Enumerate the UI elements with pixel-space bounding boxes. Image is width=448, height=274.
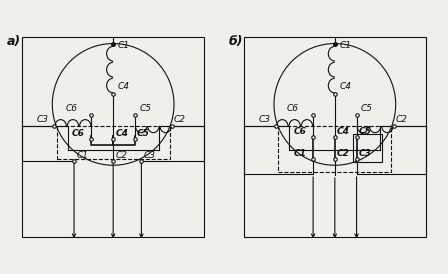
Text: C3: C3 bbox=[143, 151, 155, 160]
Text: a): a) bbox=[7, 35, 21, 48]
Text: C4: C4 bbox=[339, 82, 351, 91]
Text: C3: C3 bbox=[259, 115, 271, 124]
Text: C5: C5 bbox=[139, 104, 151, 113]
Text: C5: C5 bbox=[361, 104, 373, 113]
Text: C1: C1 bbox=[117, 41, 129, 50]
Text: C1: C1 bbox=[76, 151, 88, 160]
Text: б): б) bbox=[228, 35, 243, 48]
Text: C5: C5 bbox=[137, 129, 150, 138]
Bar bbox=[56, 126, 170, 159]
Text: C3: C3 bbox=[359, 149, 372, 158]
Text: C6: C6 bbox=[293, 127, 306, 136]
Bar bbox=[353, 134, 382, 162]
Text: C6: C6 bbox=[287, 104, 299, 113]
Text: C1: C1 bbox=[339, 41, 351, 50]
Text: C4: C4 bbox=[117, 82, 129, 91]
Text: C1: C1 bbox=[293, 149, 306, 158]
Text: C3: C3 bbox=[37, 115, 49, 124]
Text: C5: C5 bbox=[359, 127, 372, 136]
Bar bbox=[244, 37, 426, 237]
Text: C2: C2 bbox=[115, 151, 127, 160]
Text: C2: C2 bbox=[174, 115, 186, 124]
Text: C2: C2 bbox=[337, 149, 350, 158]
Text: C4: C4 bbox=[115, 129, 128, 138]
Text: C2: C2 bbox=[396, 115, 408, 124]
Bar bbox=[278, 126, 392, 172]
Text: C4: C4 bbox=[337, 127, 350, 136]
Bar bbox=[22, 37, 204, 237]
Text: C6: C6 bbox=[72, 129, 85, 138]
Text: C6: C6 bbox=[65, 104, 78, 113]
